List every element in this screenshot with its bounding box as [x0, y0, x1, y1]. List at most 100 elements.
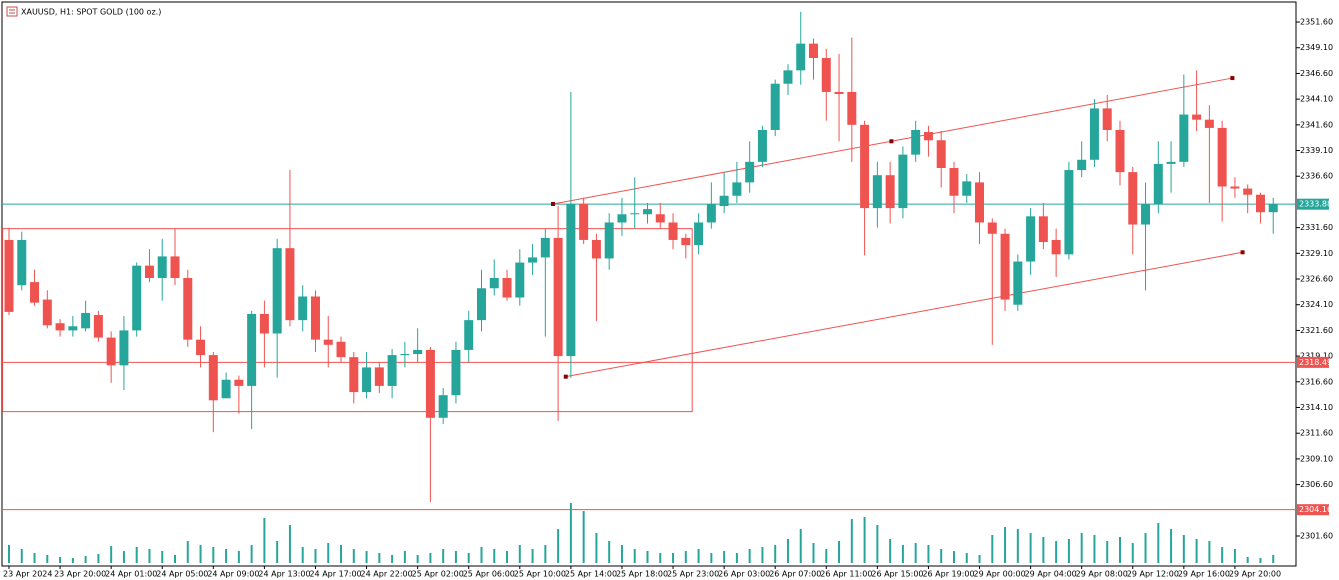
candle-body: [438, 395, 448, 418]
candle-body: [272, 248, 282, 334]
x-tick-label: 24 Apr 01:00: [105, 570, 157, 579]
y-tick-label: 2301.60: [1300, 531, 1333, 540]
candle-body: [962, 181, 972, 196]
candle-body: [93, 314, 103, 338]
y-tick-label: 2339.10: [1300, 146, 1333, 155]
candle-body: [936, 140, 946, 169]
candle-body: [821, 58, 831, 92]
candle-body: [1026, 216, 1036, 262]
candle-body: [221, 379, 231, 399]
y-tick-label: 2331.60: [1300, 223, 1333, 232]
candle-body: [1077, 159, 1087, 171]
candle-body: [170, 256, 180, 278]
y-tick-label: 2346.60: [1300, 69, 1333, 78]
x-tick-label: 24 Apr 09:00: [207, 570, 259, 579]
x-tick-label: 29 Apr 08:00: [1076, 570, 1128, 579]
candle-body: [604, 222, 614, 259]
candle-body: [1192, 114, 1202, 120]
price-label-box: [1297, 198, 1329, 210]
candle-body: [553, 237, 563, 357]
zone-rectangle: [2, 228, 693, 413]
candle-body: [1064, 170, 1074, 255]
candle-body: [579, 203, 589, 240]
candle-body: [681, 237, 691, 246]
candle-body: [540, 237, 550, 258]
x-tick-label: 24 Apr 05:00: [156, 570, 208, 579]
candle-body: [923, 132, 933, 141]
x-tick-label: 26 Apr 19:00: [922, 570, 974, 579]
candle-body: [847, 91, 857, 125]
candle-body: [310, 296, 320, 340]
x-tick-label: 24 Apr 17:00: [309, 570, 361, 579]
channel-anchor: [551, 201, 556, 206]
candle-body: [1141, 203, 1151, 225]
candle-body: [796, 43, 806, 71]
candle-body: [834, 91, 844, 94]
candle-body: [860, 124, 870, 209]
candle-body: [872, 175, 882, 209]
candle-body: [1166, 161, 1176, 164]
x-tick-label: 23 Apr 2024: [3, 570, 52, 579]
candle-body: [783, 70, 793, 84]
candle-body: [374, 367, 384, 386]
candle-body: [1204, 119, 1214, 128]
candle-body: [1179, 114, 1189, 162]
candle-body: [106, 337, 116, 366]
x-tick-label: 24 Apr 22:00: [361, 570, 413, 579]
x-tick-label: 26 Apr 07:00: [769, 570, 821, 579]
candle-body: [349, 357, 359, 393]
candle-body: [732, 182, 742, 196]
candle-body: [1128, 172, 1138, 225]
x-tick-label: 29 Apr 16:00: [1178, 570, 1230, 579]
channel-line: [565, 251, 1243, 378]
y-tick-label: 2349.10: [1300, 43, 1333, 52]
candle-body: [362, 367, 372, 393]
price-label-box: [1297, 504, 1329, 516]
candle-body: [591, 239, 601, 259]
plot-frame: [1, 1, 1297, 567]
channel-anchor: [889, 139, 894, 144]
candle-body: [949, 168, 959, 196]
candle-body: [719, 195, 729, 207]
x-tick-label: 23 Apr 20:00: [54, 570, 106, 579]
candle-body: [55, 323, 65, 331]
candle-body: [566, 203, 576, 357]
candle-body: [1051, 239, 1061, 255]
candle-body: [387, 355, 397, 386]
candle-body: [68, 326, 78, 331]
candle-body: [1230, 186, 1240, 189]
price-label: 2304.16: [1299, 505, 1332, 514]
candle-body: [1102, 108, 1112, 130]
candle-body: [630, 213, 640, 215]
candle-body: [1000, 233, 1010, 300]
candle-body: [975, 182, 985, 223]
candle-body: [259, 313, 269, 334]
candle-body: [757, 129, 767, 162]
candle-body: [336, 341, 346, 358]
candle-body: [911, 129, 921, 155]
candle-body: [400, 354, 410, 356]
y-tick-label: 2336.60: [1300, 172, 1333, 181]
candle-body: [234, 379, 244, 386]
candle-body: [81, 312, 91, 329]
candle-body: [413, 349, 423, 355]
candle-body: [464, 320, 474, 350]
candle-body: [515, 262, 525, 298]
candle-body: [183, 277, 193, 340]
y-tick-label: 2319.10: [1300, 352, 1333, 361]
y-tick-label: 2321.60: [1300, 326, 1333, 335]
x-tick-label: 25 Apr 18:00: [616, 570, 668, 579]
y-tick-label: 2316.60: [1300, 377, 1333, 386]
candle-body: [4, 239, 14, 312]
y-tick-label: 2341.60: [1300, 120, 1333, 129]
candle-body: [132, 265, 142, 331]
y-tick-label: 2329.10: [1300, 249, 1333, 258]
x-tick-label: 25 Apr 06:00: [463, 570, 515, 579]
candle-body: [1217, 127, 1227, 187]
candle-body: [706, 203, 716, 223]
candle-body: [476, 288, 486, 321]
y-tick-label: 2344.10: [1300, 95, 1333, 104]
channel-anchor: [1230, 76, 1235, 81]
y-tick-label: 2314.10: [1300, 403, 1333, 412]
